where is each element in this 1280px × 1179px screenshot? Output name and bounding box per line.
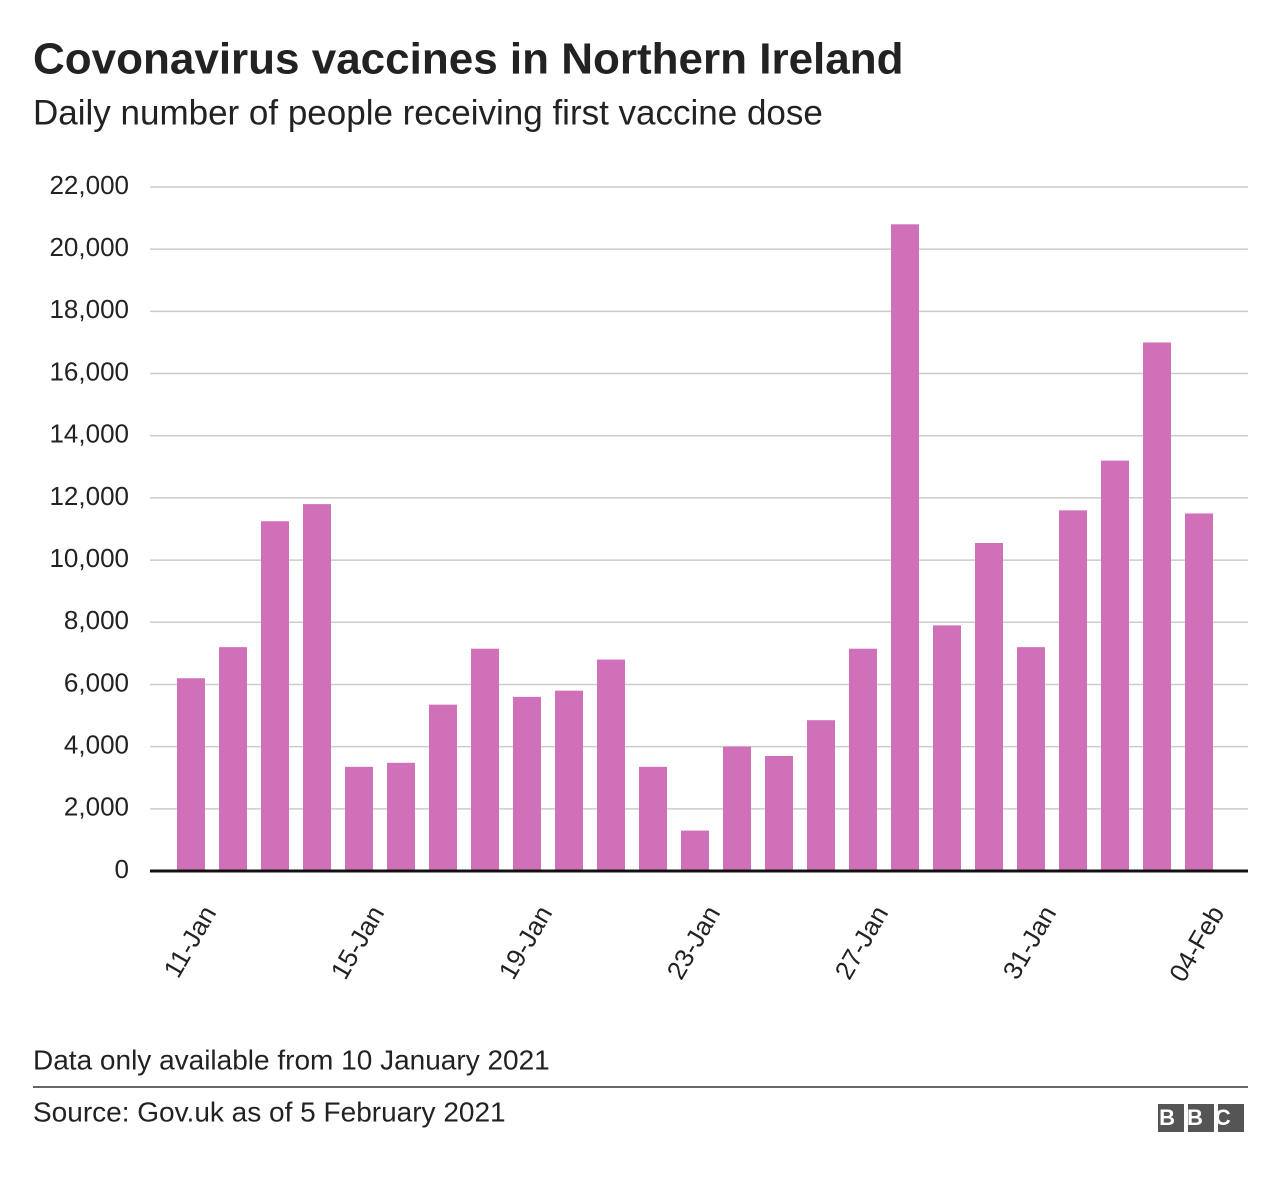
chart-subtitle: Daily number of people receiving first v… [33,93,823,132]
bar [891,224,919,872]
y-tick-label: 0 [115,854,129,884]
y-tick-label: 12,000 [49,481,129,511]
bar [765,755,793,871]
bar [849,648,877,871]
bar [471,648,499,871]
bar [681,830,709,871]
x-tick-label: 15-Jan [324,900,390,984]
bar [1101,460,1129,871]
logo: BBC [1158,1104,1244,1132]
bar [1017,647,1045,871]
bar [1059,510,1087,871]
bar [513,696,541,871]
bar [975,542,1003,871]
x-tick-label: 31-Jan [996,900,1062,984]
logo-box [1218,1104,1244,1132]
source: Source: Gov.uk as of 5 February 2021 [33,1096,506,1127]
x-tick-label: 04-Feb [1163,900,1230,986]
logo-box [1188,1104,1214,1132]
x-tick-label: 11-Jan [157,900,222,982]
logo-text: BBC [1159,1105,1243,1130]
note: Data only available from 10 January 2021 [33,1044,550,1075]
bar [597,659,625,871]
bar [1143,342,1171,871]
y-tick-label: 16,000 [49,356,129,386]
chart-title: Covonavirus vaccines in Northern Ireland [33,35,903,84]
y-tick-label: 8,000 [64,605,129,635]
bar [219,647,247,871]
x-tick-label: 27-Jan [828,900,894,984]
x-tick-label: 23-Jan [660,900,726,984]
bar [555,690,583,871]
bar [723,746,751,871]
y-tick-label: 18,000 [49,294,129,324]
bar [933,625,961,871]
bar [387,762,415,871]
bar [639,766,667,871]
bar [177,678,205,871]
y-tick-label: 20,000 [49,232,129,262]
y-tick-label: 14,000 [49,419,129,449]
bar [261,521,289,871]
bar [807,720,835,871]
y-tick-label: 10,000 [49,543,129,573]
bar [429,704,457,871]
y-tick-label: 6,000 [64,667,129,697]
y-tick-label: 4,000 [64,730,129,760]
bar [345,766,373,871]
y-tick-label: 2,000 [64,792,129,822]
bar [1185,513,1213,871]
logo-box [1158,1104,1184,1132]
y-tick-label: 22,000 [49,170,129,200]
x-tick-label: 19-Jan [492,900,558,984]
bar [303,504,331,871]
